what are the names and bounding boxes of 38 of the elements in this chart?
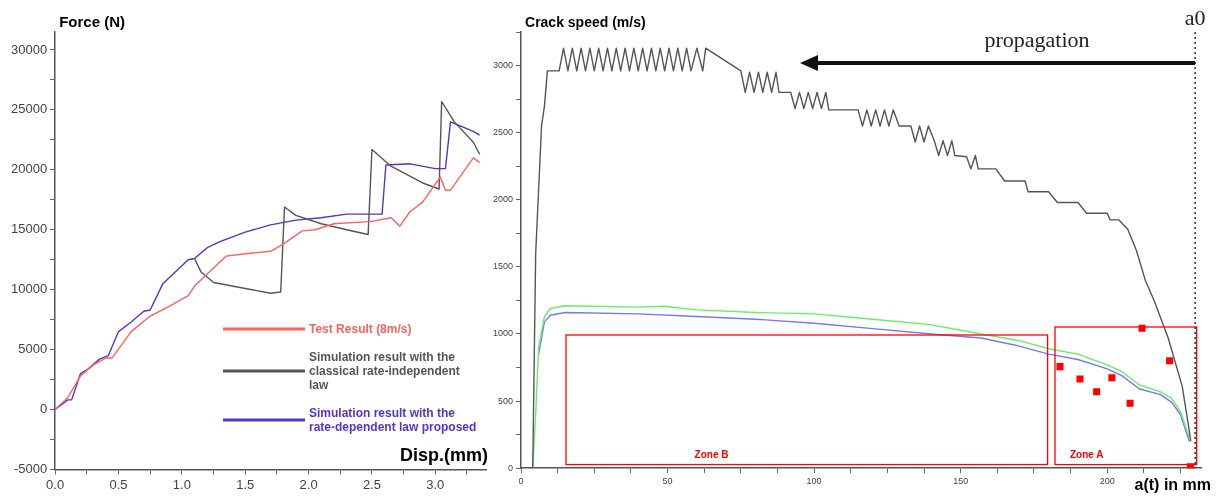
y-axis-title: Crack speed (m/s) [525, 13, 646, 30]
x-tick-label: 1.0 [172, 476, 191, 492]
y-tick-label: 25000 [10, 101, 48, 117]
y-tick-label: 10000 [10, 281, 48, 297]
x-tick-label: 2.0 [299, 476, 318, 492]
x-axis-title: Disp.(mm) [399, 445, 488, 466]
y-tick-label: 1000 [492, 328, 514, 339]
annotation: Zone A [1069, 448, 1104, 460]
x-tick-label: 1.5 [236, 476, 255, 492]
y-axis-title: Force (N) [59, 12, 125, 30]
x-tick-label: 0.0 [46, 476, 65, 492]
x-tick-label: 200 [1099, 476, 1115, 487]
y-tick-label: 1500 [492, 261, 514, 272]
annotation: Zone B [694, 448, 729, 460]
annotation: propagation [984, 27, 1090, 53]
y-tick-label: 5000 [18, 341, 48, 357]
y-tick-label: 3000 [492, 60, 514, 71]
text: Test Result (8m/s) [309, 322, 412, 336]
y-tick-label: 2500 [492, 127, 514, 138]
y-tick-label: 500 [497, 395, 514, 406]
x-axis-title: a(t) in mm [1134, 476, 1211, 494]
x-tick-label: 0 [518, 476, 524, 487]
x-tick-label: 100 [806, 476, 822, 487]
y-tick-label: 0 [39, 401, 48, 417]
text: Simulation result with the rate-dependent law proposed [309, 406, 478, 434]
y-tick-label: 20000 [10, 161, 48, 177]
x-tick-label: 150 [953, 476, 969, 487]
y-tick-label: 15000 [10, 221, 48, 237]
y-tick-label: 0 [508, 462, 514, 473]
text: Simulation result with the classical rate-independent law [309, 350, 461, 392]
y-tick-label: 30000 [10, 41, 48, 57]
x-tick-label: 3.0 [426, 476, 445, 492]
y-tick-label: -5000 [13, 460, 48, 476]
ref-line-label: a0 [1184, 4, 1206, 30]
x-tick-label: 50 [662, 476, 673, 487]
y-tick-label: 2000 [492, 194, 514, 205]
x-tick-label: 2.5 [362, 476, 381, 492]
x-tick-label: 0.5 [109, 476, 128, 492]
